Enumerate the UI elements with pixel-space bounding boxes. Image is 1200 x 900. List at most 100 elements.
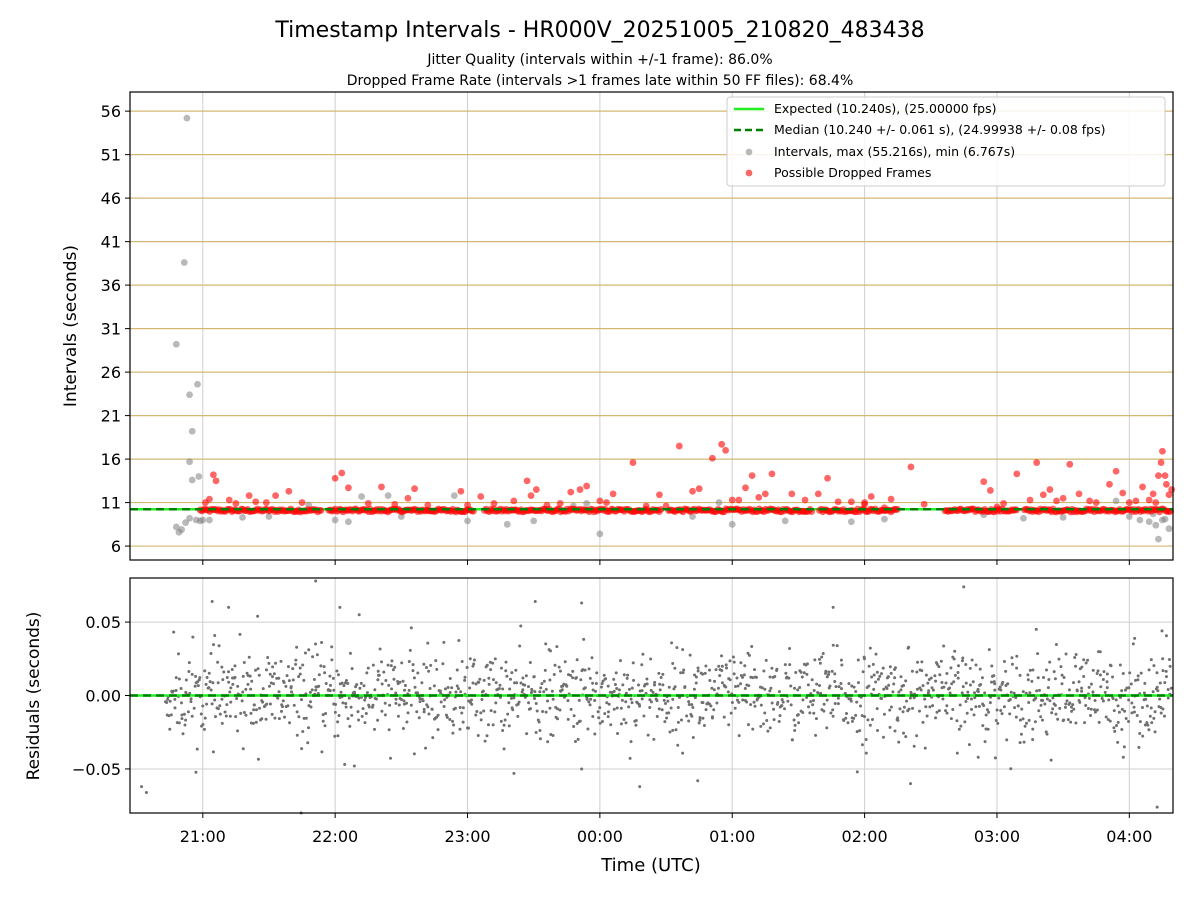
residual-point-625 [583,668,587,672]
residual-point-1376 [1086,707,1090,711]
residual-point-801 [701,701,705,705]
interval-point-33 [715,499,723,506]
residual-point-171 [279,659,283,663]
residual-point-366 [409,703,413,707]
residual-point-1147 [934,679,938,683]
residual-outlier-8 [352,764,356,768]
residual-point-1178 [953,673,957,677]
residual-point-1478 [1155,685,1159,689]
residual-point-164 [274,661,278,665]
residual-point-1298 [1034,696,1038,700]
residual-point-932 [789,684,793,688]
residual-point-940 [794,670,798,674]
residual-point-14 [173,697,177,701]
residual-point-1334 [1059,665,1063,669]
residual-point-239 [324,712,328,716]
residual-point-68 [209,688,213,692]
residual-point-1485 [1159,711,1163,715]
residual-point-999 [833,702,837,706]
residual-point-77 [216,660,220,664]
residual-point-146 [261,687,265,691]
residual-point-1461 [1143,723,1147,727]
residual-point-259 [337,713,341,717]
residual-point-872 [749,703,753,707]
residual-outlier-13 [638,785,642,789]
residual-point-1384 [1091,668,1095,672]
residual-point-1391 [1096,669,1100,673]
residual-point-178 [283,715,287,719]
residual-point-442 [460,660,464,664]
interval-point-29 [583,500,591,507]
residual-point-682 [621,683,625,687]
dropped-point-69 [1033,459,1041,466]
residual-point-457 [470,702,474,706]
residual-point-152 [266,656,270,660]
residual-point-271 [346,681,350,685]
residual-point-9 [169,713,173,717]
residual-point-659 [606,684,610,688]
residual-point-1279 [1021,717,1025,721]
figure-subtitle-jitter: Jitter Quality (intervals within +/-1 fr… [426,52,772,68]
residual-point-474 [482,709,486,713]
dropped-point-16 [378,483,385,491]
residual-point-424 [448,690,452,694]
residual-point-1007 [839,658,843,662]
residual-point-1132 [923,746,927,750]
residual-point-6 [168,699,172,703]
residual-point-922 [783,707,787,711]
residual-point-735 [657,671,661,675]
residual-point-909 [773,674,777,678]
residual-outlier-20 [962,585,966,589]
residual-point-519 [512,696,516,700]
residual-point-1419 [1116,740,1120,744]
residual-point-383 [421,699,425,703]
residual-point-1488 [1161,669,1165,673]
residual-point-475 [482,678,486,682]
residual-point-326 [382,670,386,674]
residual-point-89 [223,710,227,714]
residual-point-143 [260,717,264,721]
residual-point-721 [648,698,652,702]
residual-point-982 [822,702,826,706]
residual-point-1220 [982,704,986,708]
residual-point-193 [294,662,298,666]
residual-point-717 [645,682,649,686]
residual-point-1168 [948,686,952,690]
residual-point-1261 [1009,767,1013,771]
residual-point-850 [734,684,738,688]
residual-point-1415 [1112,709,1116,713]
residual-point-369 [411,663,415,667]
residual-point-977 [819,691,823,695]
residual-point-979 [820,655,824,659]
residual-point-1101 [902,731,906,735]
residual-point-636 [591,681,595,685]
residual-point-935 [790,738,794,742]
residual-point-1102 [902,705,906,709]
residual-point-1333 [1058,706,1062,710]
residual-point-256 [336,720,340,724]
dropped-point-76 [1086,497,1094,505]
residual-point-1323 [1051,707,1055,711]
residual-point-991 [828,684,832,688]
dropped-point-72 [1053,497,1060,505]
residual-point-866 [745,700,749,704]
residual-point-606 [571,669,575,673]
dropped-point-58 [847,498,855,506]
residual-point-24 [180,713,184,717]
dropped-point-43 [708,454,716,462]
dropped-point-52 [768,470,776,478]
residual-point-110 [238,632,242,636]
residual-point-1191 [963,720,967,724]
residual-point-854 [736,684,740,688]
residual-point-96 [228,714,232,718]
residual-point-1148 [934,716,938,720]
dropped-point-35 [603,499,610,506]
residual-point-1196 [966,696,970,700]
residual-point-580 [553,663,557,667]
residual-point-803 [702,723,706,727]
residual-point-988 [827,672,831,676]
interval-point-39 [1059,513,1067,521]
residual-point-711 [640,689,644,693]
residual-point-919 [779,704,783,708]
residual-point-1242 [997,696,1001,700]
